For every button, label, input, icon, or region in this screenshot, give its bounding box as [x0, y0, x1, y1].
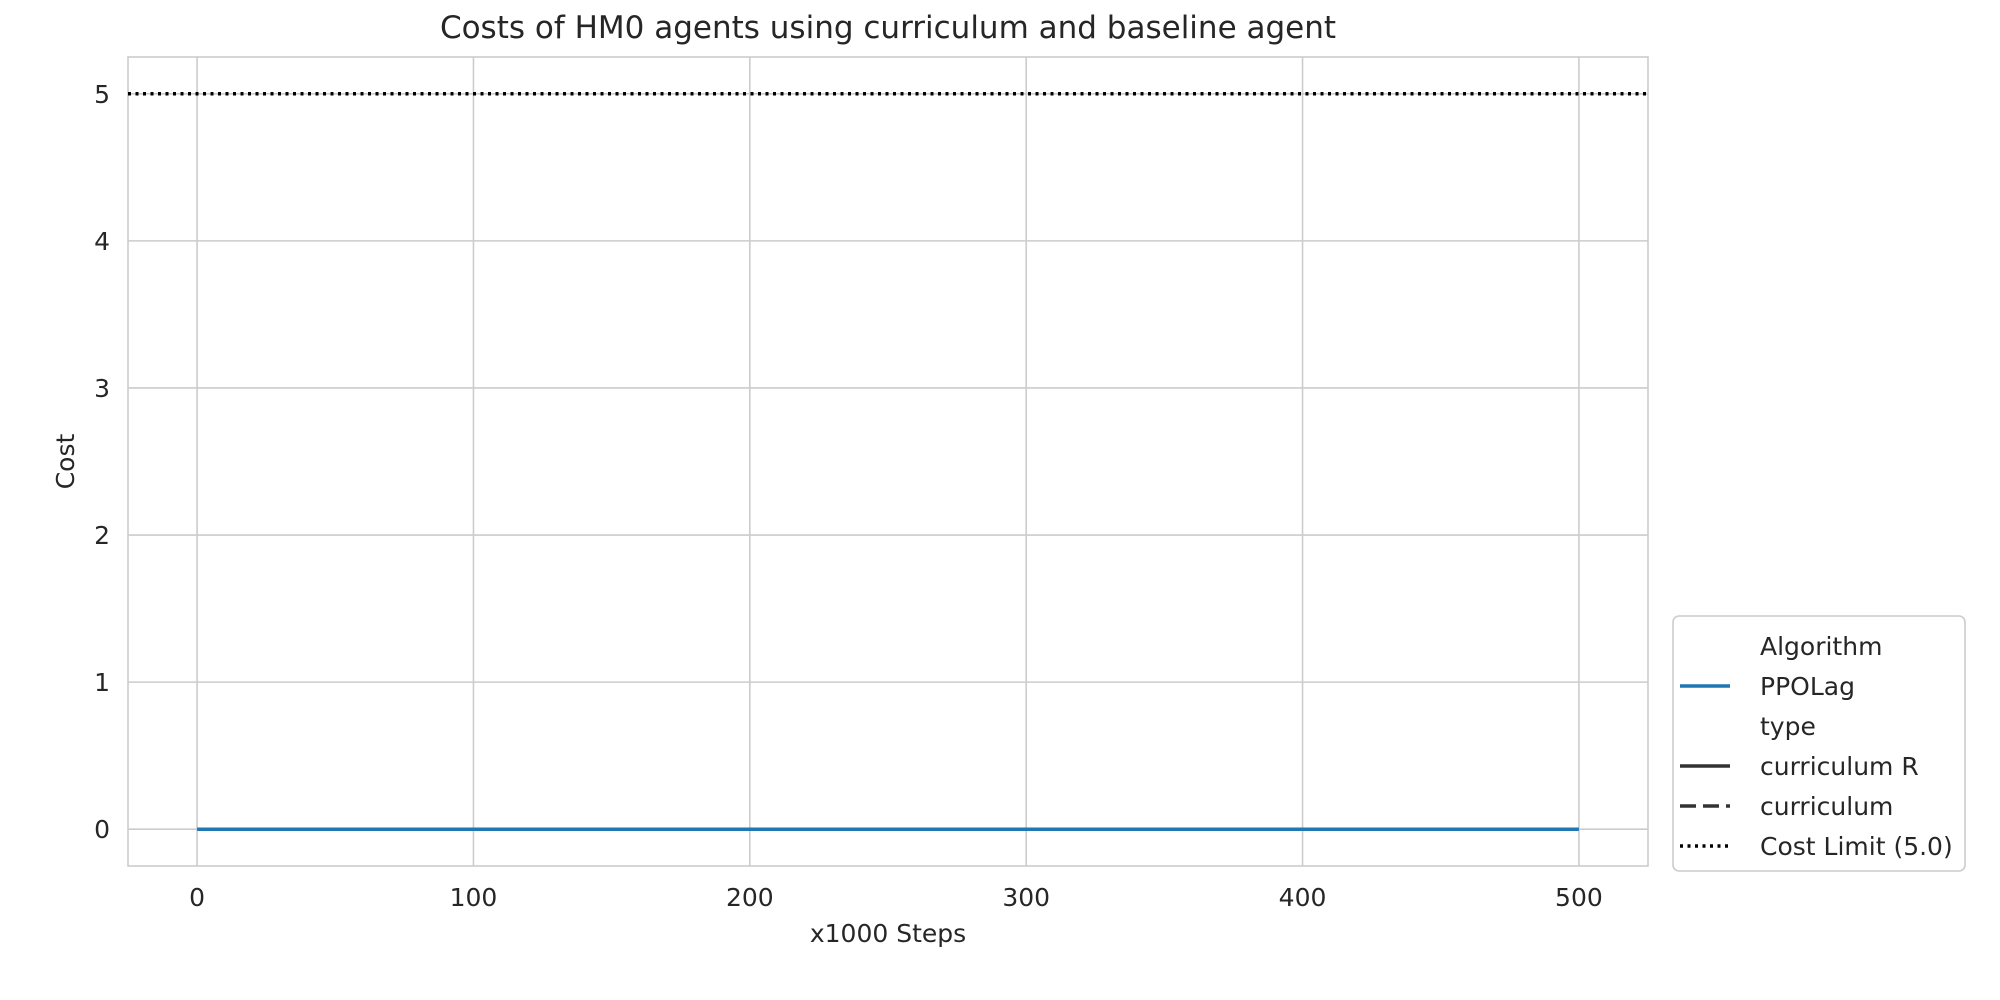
legend-item-label: curriculum R [1760, 752, 1919, 781]
x-tick-label: 500 [1555, 883, 1603, 912]
x-axis-label: x1000 Steps [810, 919, 966, 948]
x-tick-label: 100 [450, 883, 498, 912]
legend-item-label: PPOLag [1760, 672, 1855, 701]
plot-area [128, 92, 1648, 831]
x-tick-label: 200 [726, 883, 774, 912]
legend-group-title: Algorithm [1760, 632, 1882, 661]
chart-title: Costs of HM0 agents using curriculum and… [440, 10, 1336, 46]
plot-frame [127, 56, 1649, 867]
y-tick-label: 5 [94, 80, 110, 109]
legend: Algorithm PPOLag type curriculum R curriculu… [1672, 615, 1966, 872]
y-tick-label: 1 [94, 668, 110, 697]
y-tick-label: 2 [94, 521, 110, 550]
legend-item-label: curriculum [1760, 792, 1893, 821]
y-axis: 0 1 2 3 4 5 [94, 80, 110, 844]
x-tick-label: 300 [1002, 883, 1050, 912]
y-tick-label: 0 [94, 815, 110, 844]
legend-item-label: Cost Limit (5.0) [1760, 832, 1953, 861]
legend-group-title: type [1760, 712, 1816, 741]
y-tick-label: 4 [94, 227, 110, 256]
legend-box [1672, 615, 1966, 872]
x-tick-label: 400 [1279, 883, 1327, 912]
y-axis-label: Cost [51, 434, 80, 490]
grid [127, 56, 1649, 867]
x-tick-label: 0 [189, 883, 205, 912]
x-axis: 0 100 200 300 400 500 [189, 883, 1603, 912]
y-tick-label: 3 [94, 374, 110, 403]
